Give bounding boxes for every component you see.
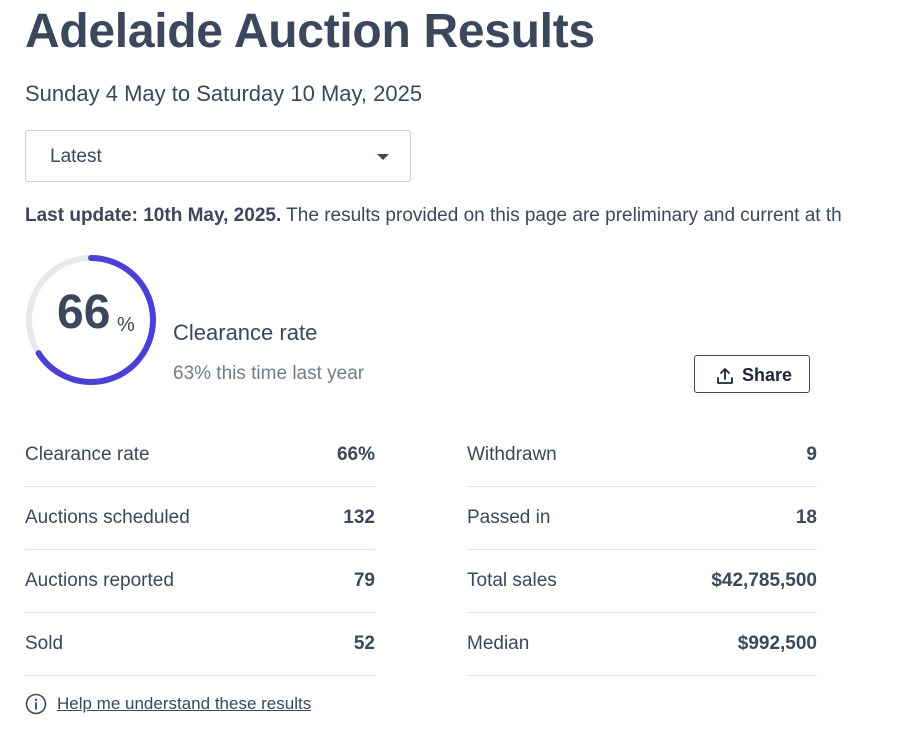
stat-row-auctions-scheduled: Auctions scheduled 132 [25,487,375,550]
stat-value: 9 [806,444,817,465]
page-title: Adelaide Auction Results [25,5,595,58]
gauge-ring [26,255,156,385]
share-label: Share [742,365,793,385]
stat-label: Sold [25,633,64,654]
stat-label: Median [467,633,530,654]
clearance-gauge: 66 % [24,253,158,387]
stat-label: Auctions reported [25,570,174,591]
clearance-rate-label: Clearance rate [173,320,318,345]
help-link-label[interactable]: Help me understand these results [57,694,312,713]
clearance-last-year: 63% this time last year [173,363,365,384]
stat-label: Withdrawn [467,444,557,465]
date-range: Sunday 4 May to Saturday 10 May, 2025 [25,81,423,106]
stat-value: 66% [336,444,375,465]
stat-value: $992,500 [737,633,817,654]
update-date: Last update: 10th May, 2025. [25,205,282,226]
share-upload-icon [717,368,733,384]
stat-row-median: Median $992,500 [467,613,817,676]
share-button[interactable]: Share [694,355,810,393]
gauge-value: 66 [57,286,111,339]
stats-table-left: Clearance rate 66% Auctions scheduled 13… [25,424,375,676]
info-icon [25,693,47,715]
stat-value: $42,785,500 [711,570,817,591]
update-notice: Last update: 10th May, 2025. The results… [25,205,904,227]
stat-value: 52 [353,633,375,654]
stat-row-clearance-rate: Clearance rate 66% [25,424,375,487]
stat-row-sold: Sold 52 [25,613,375,676]
gauge-progress [26,255,156,385]
stat-label: Clearance rate [25,444,150,465]
period-select[interactable]: Latest [25,130,411,182]
stat-value: 18 [795,507,817,528]
stat-row-passed-in: Passed in 18 [467,487,817,550]
period-select-value: Latest [50,146,102,167]
stat-label: Passed in [467,507,551,528]
stat-label: Auctions scheduled [25,507,190,528]
gauge-unit: % [117,314,135,336]
stat-value: 132 [343,507,375,528]
update-text: The results provided on this page are pr… [281,205,842,226]
stat-row-auctions-reported: Auctions reported 79 [25,550,375,613]
stat-value: 79 [353,570,375,591]
stats-table-right: Withdrawn 9 Passed in 18 Total sales $42… [467,424,817,676]
stat-row-withdrawn: Withdrawn 9 [467,424,817,487]
stat-row-total-sales: Total sales $42,785,500 [467,550,817,613]
caret-down-icon [377,154,389,160]
stat-label: Total sales [467,570,557,591]
